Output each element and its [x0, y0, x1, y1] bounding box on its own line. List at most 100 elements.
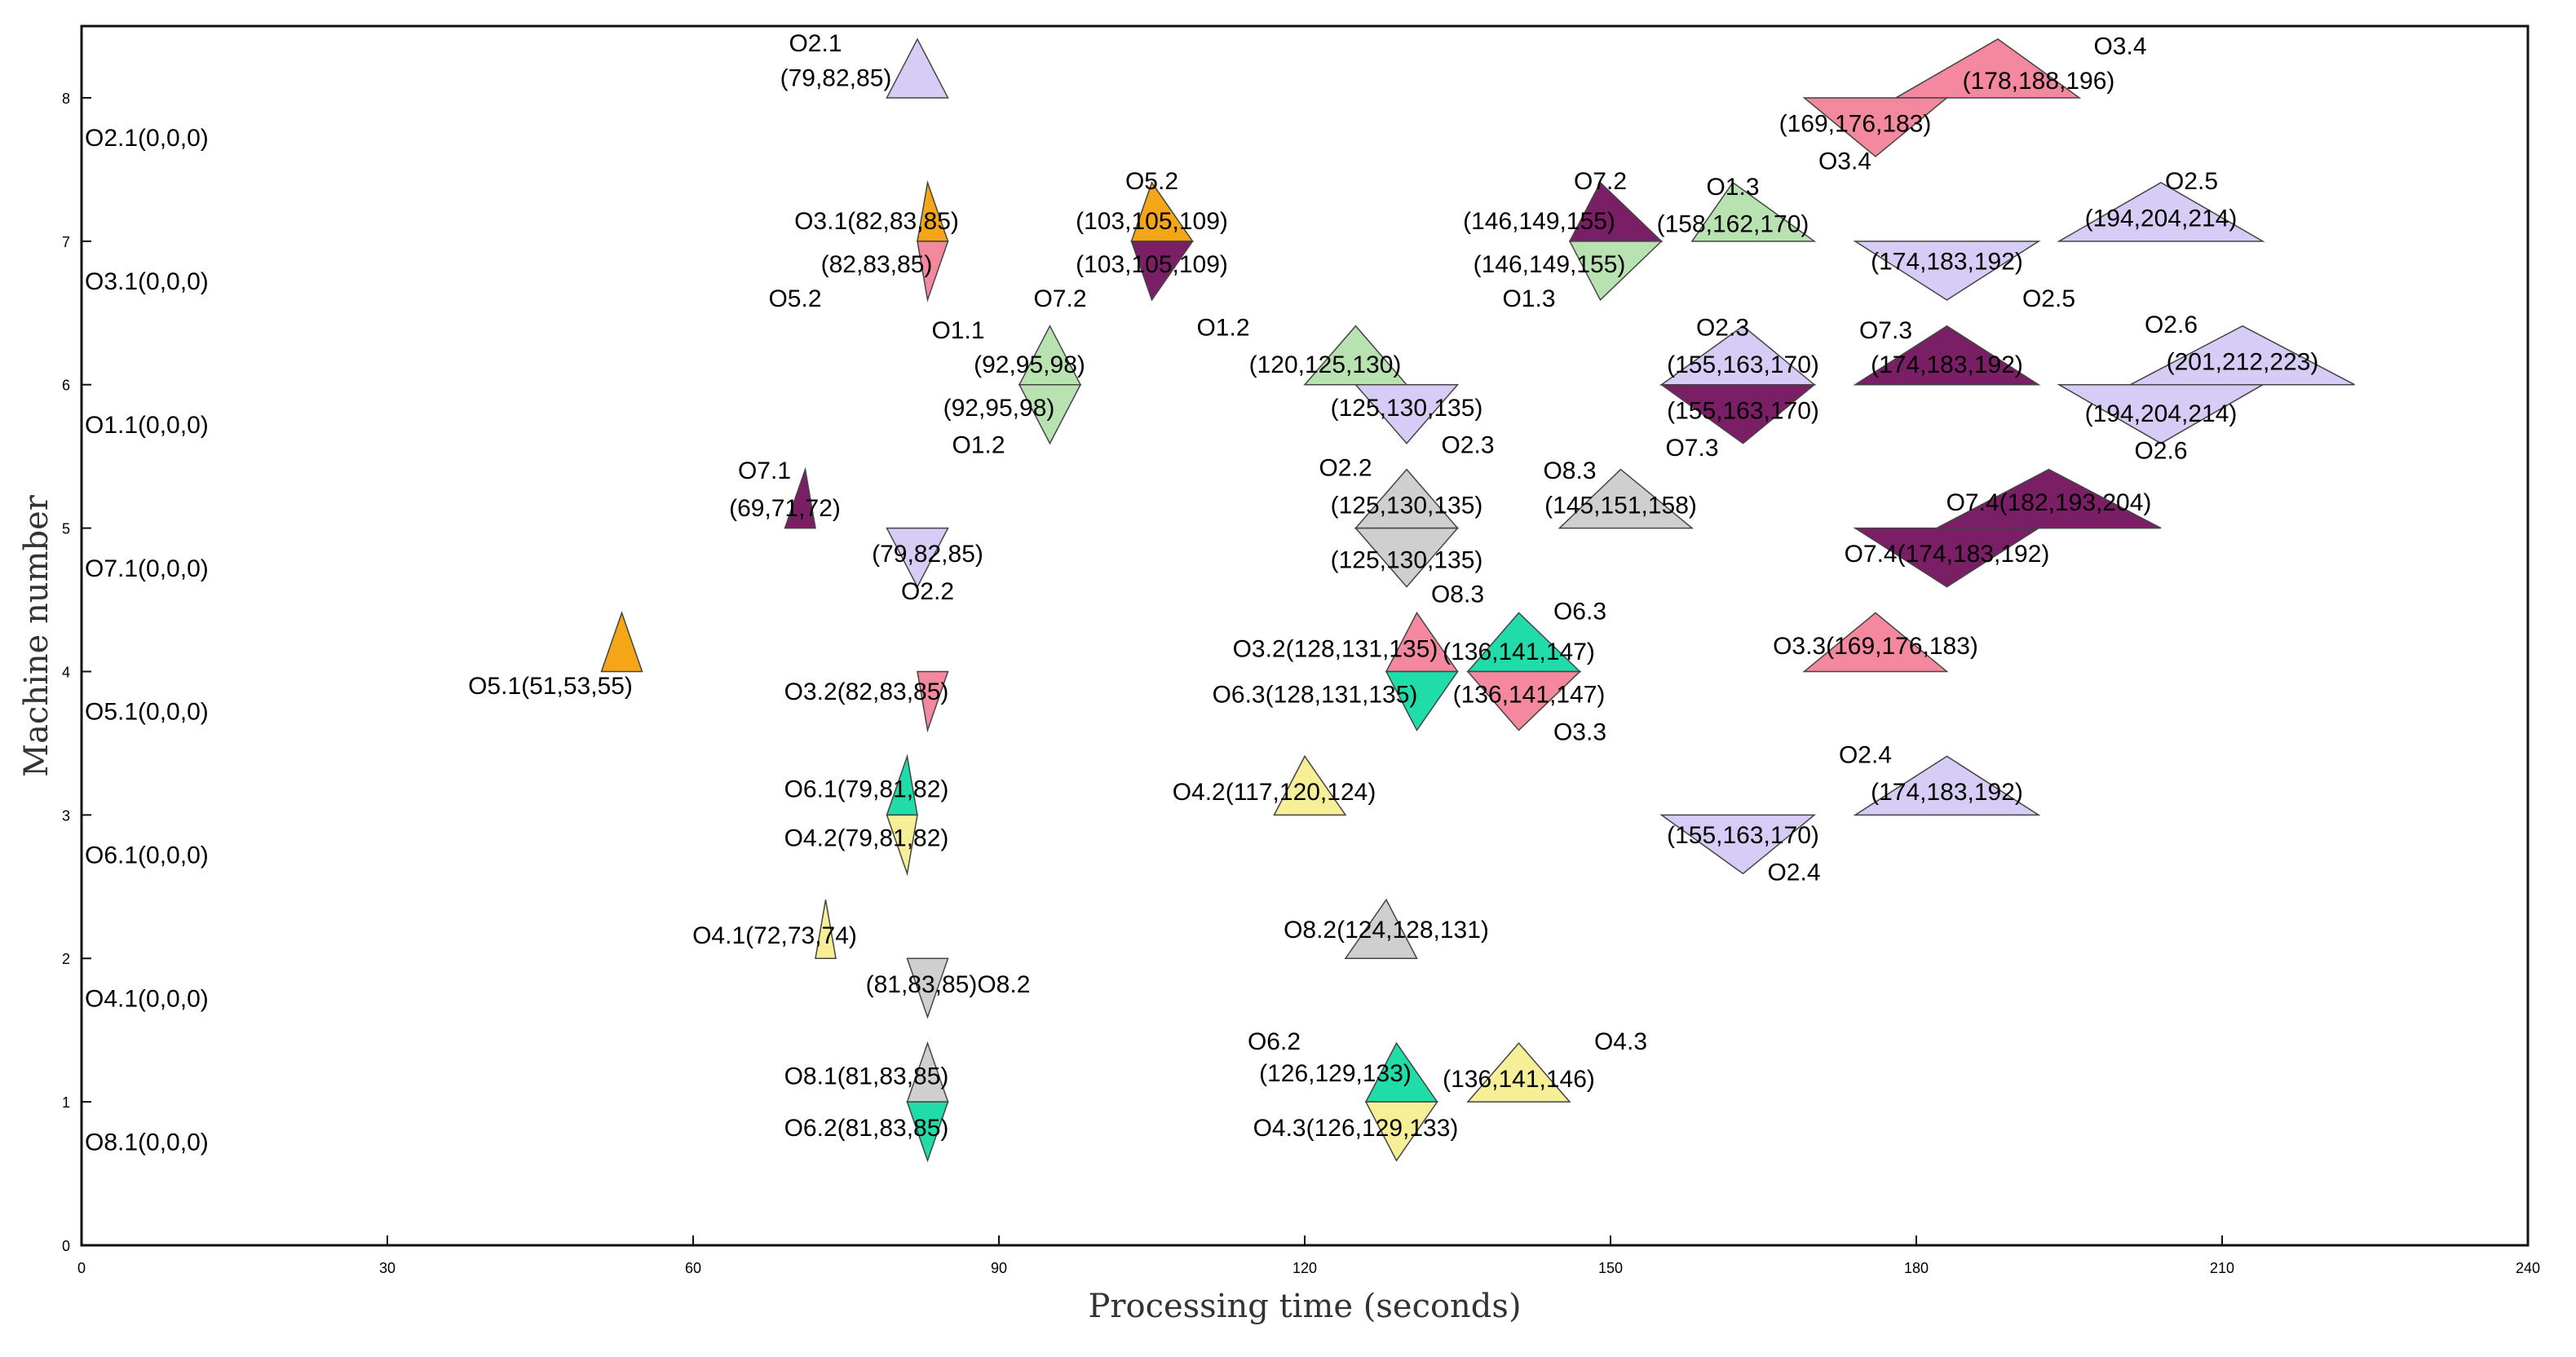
operation-label: O3.1(82,83,85)	[794, 208, 959, 235]
x-tick-label: 150	[1598, 1260, 1623, 1276]
operation-label: O2.6	[2134, 438, 2187, 465]
operation-triangle	[906, 957, 949, 1019]
operation-label: O2.5	[2022, 285, 2075, 312]
operation-triangle	[1659, 383, 1817, 444]
operation-label: O8.2(124,128,131)	[1284, 917, 1489, 944]
operation-triangle	[1690, 181, 1817, 242]
operation-label: O7.2	[1574, 168, 1627, 195]
operation-label: O7.1	[738, 457, 791, 484]
operation-triangle	[917, 670, 949, 733]
x-tick-label: 60	[685, 1260, 701, 1276]
operation-label: (136,141,147)	[1443, 639, 1595, 665]
operation-triangle	[906, 1101, 949, 1163]
operation-triangle	[2130, 325, 2355, 386]
operation-label: O2.2	[1319, 455, 1372, 482]
operation-label: (103,105,109)	[1076, 251, 1228, 278]
y-tick-label: 2	[62, 951, 70, 967]
operation-triangle	[1936, 468, 2162, 529]
operation-label: O5.2	[1125, 168, 1178, 195]
operation-label: O1.3	[1502, 285, 1555, 312]
operation-label: (155,163,170)	[1667, 351, 1819, 378]
operation-label: (81,83,85)O8.2	[866, 971, 1031, 998]
y-axis-ticks: 0 1 2 3 4 5 6 7 8	[62, 91, 91, 1254]
operation-label: O3.3	[1553, 718, 1606, 745]
operation-label: O5.2	[768, 285, 821, 312]
operation-label: O4.2(117,120,124)	[1173, 779, 1376, 806]
operation-label: O5.1(51,53,55)	[468, 673, 633, 700]
operation-label: (174,183,192)	[1871, 351, 2023, 378]
operation-label: (92,95,98)	[974, 351, 1085, 378]
operation-triangle	[1853, 241, 2041, 301]
start-label: O5.1(0,0,0)	[85, 699, 209, 726]
operation-label: O8.1(81,83,85)	[784, 1063, 949, 1090]
operation-label: O3.4	[1818, 148, 1871, 175]
operation-label: (82,83,85)	[821, 251, 933, 278]
operation-label: O6.2	[1248, 1028, 1301, 1055]
operation-label: (194,204,214)	[2085, 206, 2238, 232]
operation-label: (194,204,214)	[2085, 400, 2238, 427]
operation-label: (178,188,196)	[1963, 68, 2115, 95]
operation-label: (201,212,223)	[2167, 349, 2319, 376]
operation-label: O6.1(79,81,82)	[784, 776, 949, 803]
operation-triangle	[1802, 97, 1949, 157]
operation-triangle	[1893, 38, 2082, 99]
operation-label: (158,162,170)	[1657, 211, 1809, 238]
operation-label: O6.3	[1553, 599, 1606, 625]
operation-marks	[600, 38, 2355, 1163]
operation-label: (125,130,135)	[1331, 395, 1483, 422]
operation-triangle	[600, 611, 643, 673]
operation-triangle	[1344, 898, 1418, 959]
operation-label: (79,82,85)	[872, 541, 983, 568]
x-axis-ticks: 0 30 60 90 120 150 180 210 240	[77, 1235, 2540, 1276]
operation-label: (92,95,98)	[943, 395, 1055, 422]
operation-label: (145,151,158)	[1544, 492, 1697, 519]
operation-label: O2.5	[2165, 168, 2218, 195]
operation-label: O6.3(128,131,135)	[1213, 682, 1418, 709]
operation-label: (125,130,135)	[1331, 492, 1483, 519]
y-tick-label: 4	[62, 664, 70, 680]
operation-label: (125,130,135)	[1331, 546, 1483, 573]
y-tick-label: 1	[62, 1094, 70, 1111]
operation-triangle	[1659, 814, 1817, 875]
operation-label: O3.4	[2093, 33, 2146, 60]
operation-label: O4.3(126,129,133)	[1253, 1115, 1459, 1142]
operation-triangle	[1130, 241, 1194, 302]
operation-triangle	[886, 38, 949, 99]
operation-triangle	[886, 814, 918, 877]
operation-triangle	[1354, 527, 1460, 588]
operation-label: (174,183,192)	[1871, 248, 2023, 275]
operation-label: (120,125,130)	[1249, 351, 1402, 378]
operation-label: O4.3	[1594, 1028, 1647, 1055]
operation-label: O8.3	[1543, 457, 1596, 484]
start-label: O8.1(0,0,0)	[85, 1129, 209, 1156]
start-label: O4.1(0,0,0)	[85, 985, 209, 1012]
y-tick-label: 7	[62, 234, 70, 250]
operation-label: (79,82,85)	[780, 64, 892, 91]
operation-label: (146,149,155)	[1463, 208, 1615, 235]
start-label: O7.1(0,0,0)	[85, 555, 209, 582]
operation-label: O7.2	[1033, 285, 1086, 312]
operation-label: O3.3(169,176,183)	[1773, 633, 1978, 660]
operation-label: O2.4	[1767, 860, 1820, 886]
operation-label: O2.2	[901, 578, 954, 605]
y-tick-label: 5	[62, 521, 70, 537]
start-label: O2.1(0,0,0)	[85, 125, 209, 152]
operation-triangle	[1354, 383, 1460, 444]
operation-label: O8.3	[1431, 581, 1484, 608]
y-tick-label: 8	[62, 91, 70, 107]
operation-triangle	[1466, 670, 1582, 732]
operation-label: (103,105,109)	[1076, 208, 1228, 235]
y-tick-label: 6	[62, 378, 70, 394]
operation-triangle	[1558, 468, 1695, 529]
y-axis-title: Machine number	[18, 494, 55, 777]
operation-triangle	[1853, 527, 2041, 588]
operation-triangle	[1853, 755, 2041, 816]
operation-triangle	[886, 527, 949, 589]
operation-triangle	[1385, 670, 1459, 732]
operation-triangle	[1853, 325, 2041, 386]
operation-label: O7.4(174,183,192)	[1845, 541, 2050, 568]
operation-label: (136,141,146)	[1443, 1066, 1595, 1093]
operation-label: (69,71,72)	[729, 495, 841, 522]
operation-label: O3.2(128,131,135)	[1233, 635, 1438, 662]
operation-label: O2.6	[2145, 312, 2198, 338]
